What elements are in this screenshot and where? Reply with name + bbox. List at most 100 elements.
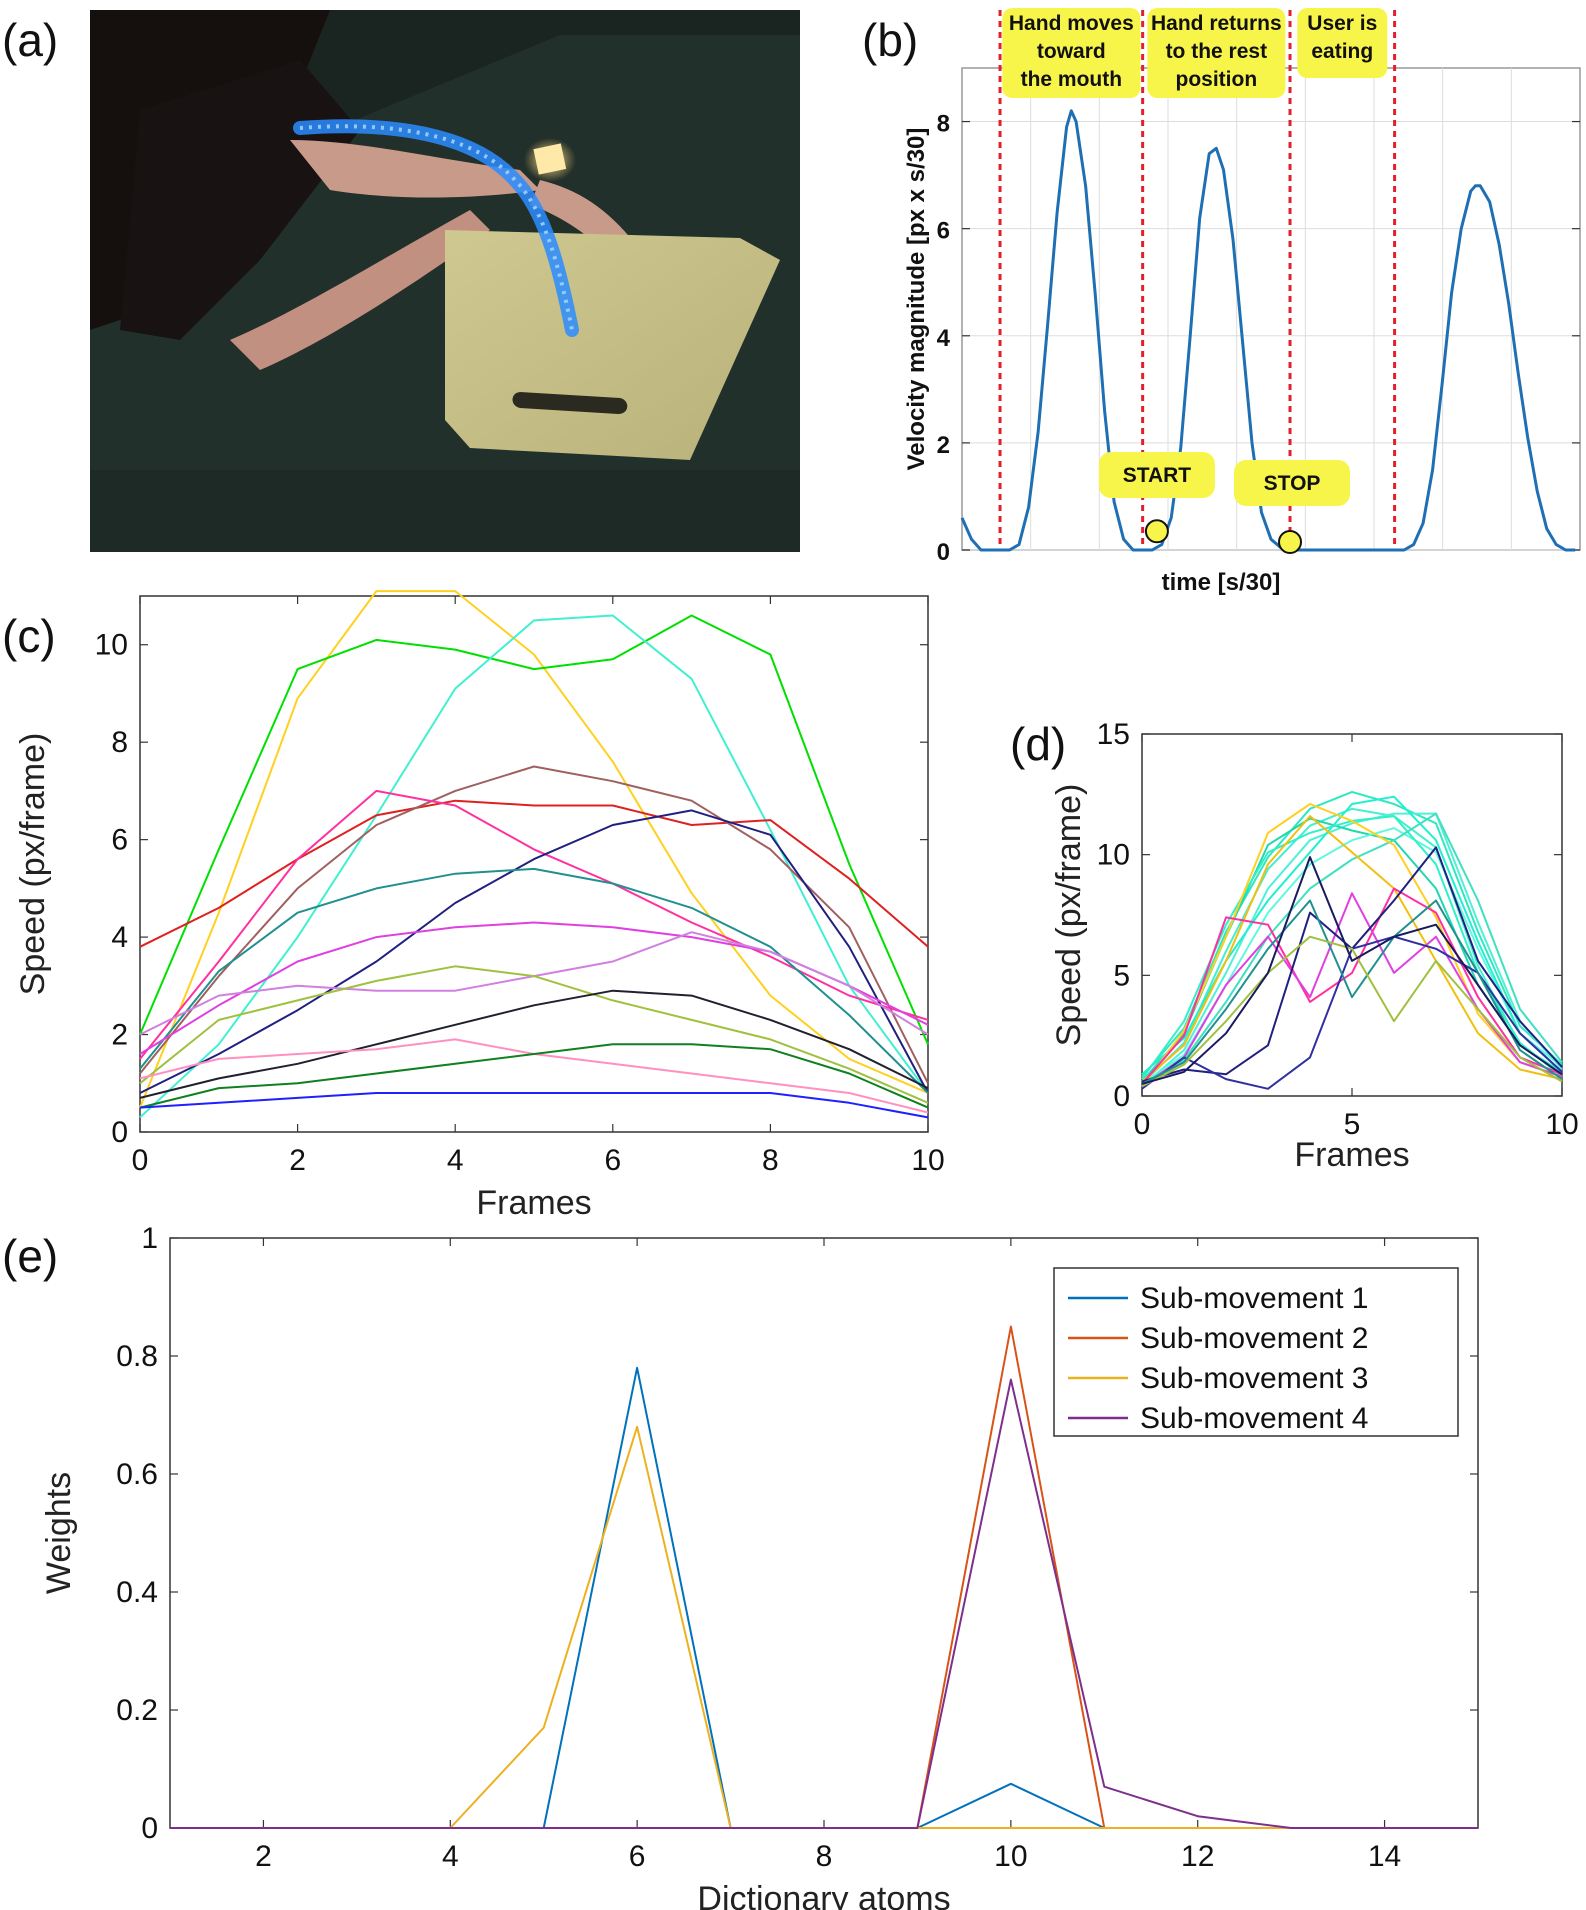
series-line-16 xyxy=(1141,935,1563,1088)
panel-label-a: (a) xyxy=(2,14,58,66)
x-tick-label: 5 xyxy=(1344,1108,1361,1141)
phase-annotation-text: Hand returns xyxy=(1151,12,1282,35)
x-tick-label: 4 xyxy=(447,1144,464,1177)
photo-panel-a xyxy=(90,10,800,552)
series-line-8 xyxy=(1141,795,1563,1076)
y-tick-label: 10 xyxy=(1097,839,1130,872)
y-tick-label: 4 xyxy=(111,921,128,954)
series-line-4 xyxy=(139,799,929,948)
legend-entry: Sub-movement 3 xyxy=(1140,1362,1368,1395)
y-axis-label: Weights xyxy=(40,1472,78,1594)
series-line-11 xyxy=(1141,887,1563,1085)
marker-label-box xyxy=(1234,460,1351,506)
phase-annotation-box xyxy=(1002,8,1141,98)
marker-point xyxy=(1278,530,1303,554)
panel-label-b: (b) xyxy=(862,14,918,66)
x-tick-label: 10 xyxy=(994,1840,1027,1873)
series-line-3 xyxy=(1141,812,1563,1088)
chart-panel-d: 0 5 10 15 0 5 10 Frames Speed (px/frame) xyxy=(1050,718,1579,1174)
series-line-5 xyxy=(139,765,929,1084)
legend-entry: Sub-movement 2 xyxy=(1140,1322,1368,1355)
marker-point xyxy=(1144,519,1169,544)
x-tick-label: 12 xyxy=(1181,1840,1214,1873)
series-line-12 xyxy=(139,989,929,1099)
phase-annotation-box xyxy=(1297,8,1388,78)
x-tick-label: 0 xyxy=(132,1144,149,1177)
series-line-10 xyxy=(1141,815,1563,1083)
legend-entry: Sub-movement 1 xyxy=(1140,1282,1368,1315)
x-tick-label: 4 xyxy=(442,1840,459,1873)
series-line-11 xyxy=(139,965,929,1104)
x-tick-label: 10 xyxy=(911,1144,944,1177)
tracked-object xyxy=(533,143,567,175)
legend-entry: Sub-movement 4 xyxy=(1140,1402,1368,1435)
marker-label: START xyxy=(1123,464,1192,487)
series-line-4 xyxy=(170,1378,1478,1829)
series-line-1 xyxy=(960,109,1576,552)
y-tick-label: 6 xyxy=(111,824,128,857)
panel-label-c: (c) xyxy=(2,610,56,662)
series-line-3 xyxy=(139,614,929,1119)
y-tick-label: 2 xyxy=(111,1019,128,1052)
y-tick-label: 0.2 xyxy=(116,1694,158,1727)
y-tick-label: 6 xyxy=(937,218,950,245)
y-tick-label: 0 xyxy=(1113,1080,1130,1113)
y-tick-label: 0.4 xyxy=(116,1576,158,1609)
y-tick-label: 4 xyxy=(937,325,951,352)
series-line-2 xyxy=(139,614,929,1045)
phase-annotation-text: position xyxy=(1176,68,1258,91)
x-axis-label: time [s/30] xyxy=(1162,569,1281,596)
phase-annotation-text: to the rest xyxy=(1166,40,1268,63)
x-tick-label: 8 xyxy=(816,1840,833,1873)
person-forearm-upper xyxy=(290,140,540,198)
x-tick-label: 2 xyxy=(255,1840,272,1873)
y-axis-label: Velocity magnitude [px x s/30] xyxy=(903,128,930,471)
y-axis-label: Speed (px/frame) xyxy=(1050,784,1088,1047)
phase-annotation-box xyxy=(1147,8,1286,98)
x-tick-label: 2 xyxy=(289,1144,306,1177)
y-tick-label: 0.6 xyxy=(116,1458,158,1491)
person-forearm-lower xyxy=(230,210,490,370)
chart-panel-b: 0 2 4 6 8 time [s/30] Velocity magnitude [px x… xyxy=(903,8,1581,596)
y-tick-label: 8 xyxy=(111,726,128,759)
y-tick-label: 10 xyxy=(95,629,128,662)
series-line-1 xyxy=(139,590,929,1108)
motion-trajectory xyxy=(293,119,579,337)
series-line-2 xyxy=(1141,790,1563,1078)
series-line-12 xyxy=(1141,892,1563,1088)
y-tick-label: 1 xyxy=(141,1222,158,1255)
y-tick-label: 8 xyxy=(937,111,950,138)
series-line-14 xyxy=(139,1043,929,1109)
x-tick-label: 8 xyxy=(762,1144,779,1177)
phase-annotation-text: eating xyxy=(1311,40,1373,63)
panel-label-d: (d) xyxy=(1010,718,1066,770)
phase-annotation-text: User is xyxy=(1307,12,1377,35)
panel-label-e: (e) xyxy=(2,1230,58,1282)
series-line-7 xyxy=(139,809,929,1094)
y-tick-label: 0 xyxy=(141,1812,158,1845)
series-line-9 xyxy=(1141,803,1563,1087)
x-tick-label: 6 xyxy=(629,1840,646,1873)
marker-label: STOP xyxy=(1264,472,1321,495)
y-tick-label: 5 xyxy=(1113,959,1130,992)
series-line-17 xyxy=(1141,856,1563,1085)
y-axis-label: Speed (px/frame) xyxy=(14,733,52,996)
x-axis-label: Frames xyxy=(1294,1136,1409,1174)
series-line-15 xyxy=(139,1092,929,1119)
y-tick-label: 2 xyxy=(937,432,950,459)
cutting-board-handle xyxy=(512,392,628,414)
x-tick-label: 10 xyxy=(1545,1108,1578,1141)
plot-area xyxy=(139,595,929,1133)
table-edge xyxy=(90,470,800,552)
y-tick-label: 15 xyxy=(1097,718,1130,751)
x-tick-label: 6 xyxy=(604,1144,621,1177)
x-tick-label: 14 xyxy=(1368,1840,1401,1873)
series-line-7 xyxy=(1141,812,1563,1085)
legend-box xyxy=(1053,1267,1459,1437)
phase-annotation-text: toward xyxy=(1037,40,1106,63)
series-line-8 xyxy=(139,867,929,1094)
x-tick-label: 0 xyxy=(1134,1108,1151,1141)
x-axis-label: Frames xyxy=(476,1184,591,1222)
